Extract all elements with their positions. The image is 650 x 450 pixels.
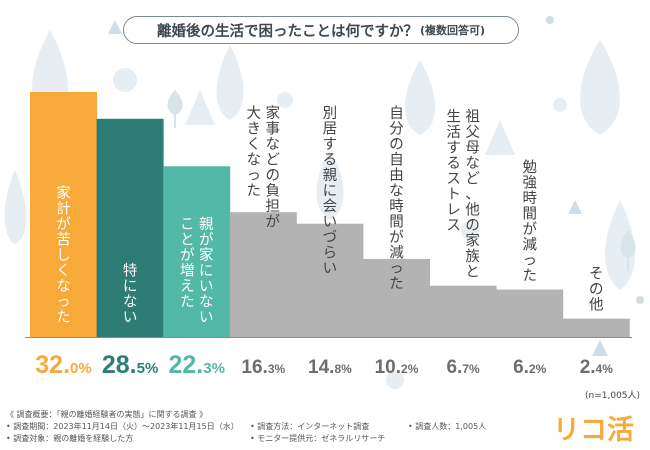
bar-9 [562, 318, 630, 337]
footer-overview: 《 調査概要：「親の離婚経験者の実態」に関する調査 》 [6, 410, 208, 419]
category-label-7-1: 祖父母など、他の家族と [465, 109, 480, 281]
bar-6 [363, 258, 430, 337]
footer-count: • 調査人数：1,005人 [408, 422, 487, 431]
category-label-1: 家計が苦しくなった [56, 185, 71, 326]
bar-7 [429, 285, 497, 337]
footer-period: • 調査期間：2023年11月14日（火）～2023年11月15日（水） [6, 422, 239, 431]
value-label-2: 28.5% [102, 351, 158, 379]
value-label-7: 6.7% [446, 357, 480, 378]
bar-4 [229, 212, 297, 337]
category-label-3-2: ことが増えた [180, 217, 195, 311]
value-label-3: 22.3% [168, 351, 224, 379]
bar-8 [496, 289, 564, 337]
rikokatsu-logo: リコ活 [553, 415, 634, 446]
chart-title-text: 離婚後の生活で困ったことは何ですか？ [156, 23, 418, 40]
value-label-5: 14.8% [308, 357, 352, 378]
category-label-4-2: 大きくなった [247, 105, 262, 200]
bar-2 [96, 118, 164, 337]
value-label-6: 10.2% [375, 357, 419, 378]
category-label-3-1: 親が家にいない [199, 216, 214, 326]
category-label-7-2: 生活するストレス [446, 109, 461, 235]
chart-title: 離婚後の生活で困ったことは何ですか？ (複数回答可) [123, 16, 519, 44]
bar-1 [30, 92, 97, 337]
value-label-8: 6.2% [513, 357, 547, 378]
chart-title-suffix: (複数回答可) [419, 24, 486, 37]
value-label-4: 16.3% [241, 357, 285, 378]
category-label-6: 自分の自由な時間が減った [389, 105, 404, 293]
category-label-4-1: 家事などの負担が [266, 105, 281, 231]
category-label-9: その他 [589, 267, 604, 314]
footer-provider: • モニター提供元：ゼネラルリサーチ [250, 434, 386, 443]
category-label-5: 別居する親に会いづらい [323, 105, 338, 277]
sample-size-note: (n=1,005人) [585, 391, 641, 401]
category-label-2: 特にない [123, 263, 138, 327]
value-label-1: 32.0% [35, 351, 91, 379]
category-label-8: 勉強時間が減った [522, 159, 537, 285]
bar-5 [296, 223, 364, 337]
footer-target: • 調査対象：親の離婚を経験した方 [6, 434, 134, 443]
value-label-9: 2.4% [580, 357, 614, 378]
footer-method: • 調査方法：インターネット調査 [250, 422, 370, 431]
bar-3 [163, 166, 231, 337]
